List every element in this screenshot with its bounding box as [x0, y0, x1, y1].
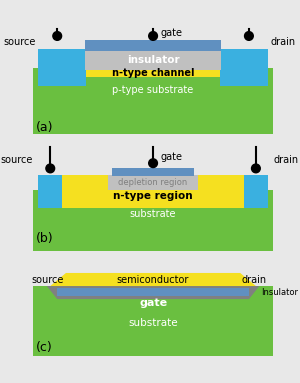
Text: p-type substrate: p-type substrate — [112, 85, 194, 95]
Text: (b): (b) — [35, 232, 53, 245]
Text: source: source — [3, 37, 35, 47]
Bar — [38, 175, 62, 208]
Text: substrate: substrate — [128, 319, 178, 329]
Circle shape — [244, 32, 253, 40]
Polygon shape — [50, 273, 256, 286]
Text: gate: gate — [160, 152, 182, 162]
Text: n-type channel: n-type channel — [112, 67, 194, 78]
Bar — [56, 175, 251, 208]
Bar — [33, 190, 273, 251]
Bar — [85, 40, 221, 51]
Bar — [244, 175, 268, 208]
Bar — [85, 68, 221, 77]
Polygon shape — [47, 286, 260, 299]
Text: (a): (a) — [35, 121, 53, 134]
Text: source: source — [32, 275, 64, 285]
Text: (c): (c) — [35, 341, 52, 354]
Bar — [220, 49, 268, 86]
Text: depletion region: depletion region — [118, 178, 188, 187]
Circle shape — [46, 164, 55, 173]
Text: semiconductor: semiconductor — [117, 275, 189, 285]
Text: gate: gate — [139, 298, 167, 308]
Circle shape — [251, 164, 260, 173]
Circle shape — [149, 159, 158, 167]
Bar — [38, 49, 86, 86]
Bar — [33, 68, 273, 134]
Text: drain: drain — [242, 275, 267, 285]
Text: n-type region: n-type region — [113, 191, 193, 201]
Text: insulator: insulator — [127, 56, 179, 65]
Bar — [112, 167, 194, 176]
Circle shape — [53, 32, 62, 40]
Text: source: source — [1, 155, 33, 165]
Text: Insulator: Insulator — [261, 288, 298, 296]
Bar — [33, 286, 273, 356]
Bar — [57, 288, 249, 296]
Bar — [85, 51, 221, 70]
Text: substrate: substrate — [130, 209, 176, 219]
Text: gate: gate — [160, 28, 182, 38]
Text: drain: drain — [273, 155, 298, 165]
Circle shape — [149, 32, 158, 40]
Text: drain: drain — [271, 37, 296, 47]
Bar — [108, 175, 198, 190]
